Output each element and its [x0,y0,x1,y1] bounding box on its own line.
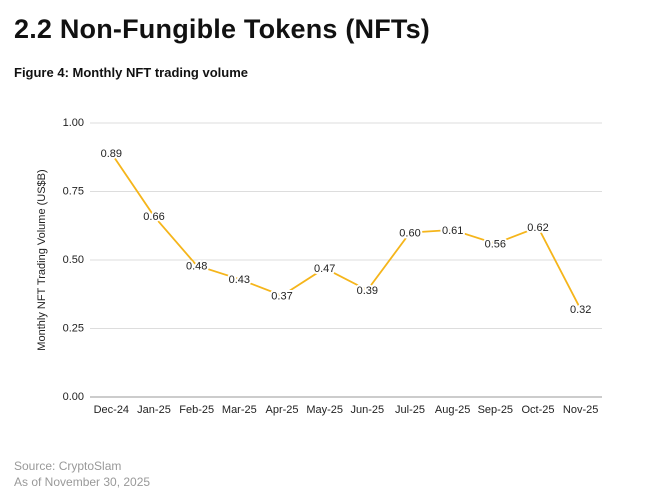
y-tick-label: 0.00 [63,391,84,403]
x-tick-label: Apr-25 [265,404,298,416]
x-tick-label: May-25 [306,404,343,416]
data-label: 0.89 [101,148,122,160]
data-label: 0.39 [357,285,378,297]
data-label: 0.32 [570,304,591,316]
x-tick-label: Sep-25 [478,404,513,416]
data-label: 0.48 [186,260,207,272]
y-tick-label: 1.00 [63,117,84,129]
x-tick-label: Feb-25 [179,404,214,416]
section-heading: 2.2 Non-Fungible Tokens (NFTs) [14,14,430,44]
data-label: 0.56 [485,238,506,250]
data-line [110,152,582,310]
x-tick-label: Dec-24 [94,404,129,416]
data-label: 0.62 [527,222,548,234]
data-label: 0.43 [229,274,250,286]
y-axis-label: Monthly NFT Trading Volume (US$B) [36,169,48,350]
y-tick-label: 0.75 [63,185,84,197]
data-label: 0.37 [271,291,292,303]
data-label: 0.60 [399,228,420,240]
x-tick-label: Jun-25 [351,404,385,416]
x-tick-label: Jul-25 [395,404,425,416]
x-tick-label: Nov-25 [563,404,598,416]
chart-title: Figure 4: Monthly NFT trading volume [14,65,248,80]
x-tick-label: Aug-25 [435,404,470,416]
date-note: As of November 30, 2025 [14,475,151,489]
data-label: 0.47 [314,263,335,275]
data-label: 0.66 [143,211,164,223]
data-label: 0.61 [442,225,463,237]
x-tick-label: Oct-25 [521,404,554,416]
x-tick-label: Mar-25 [222,404,257,416]
y-tick-label: 0.25 [63,322,84,334]
source-note: Source: CryptoSlam [14,459,122,473]
y-tick-label: 0.50 [63,254,84,266]
x-tick-label: Jan-25 [137,404,171,416]
